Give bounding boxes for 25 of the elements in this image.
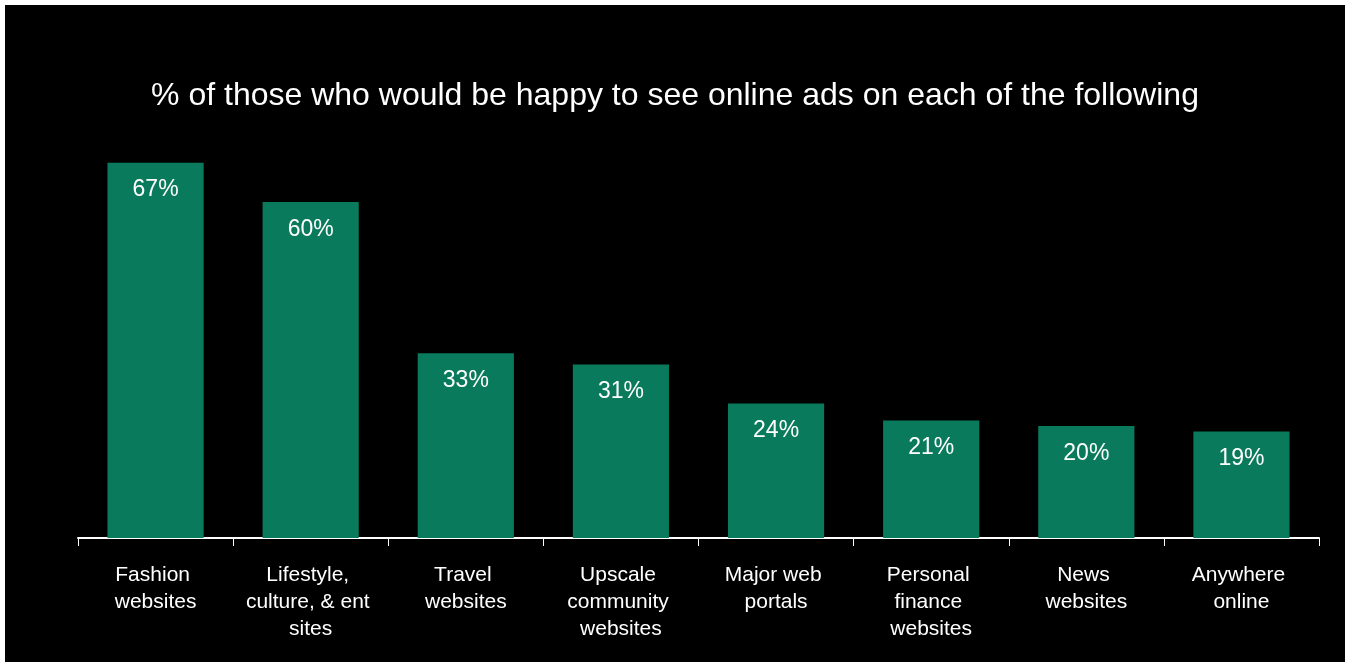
chart-title: % of those who would be happy to see online ads on each of the following bbox=[151, 76, 1199, 112]
x-tick-label: Personal finance websites bbox=[886, 562, 976, 639]
x-tick-label: Anywhere online bbox=[1191, 562, 1292, 612]
bar bbox=[1193, 431, 1290, 538]
data-label: 20% bbox=[1063, 438, 1110, 465]
x-tick-label: Travel websites bbox=[423, 562, 507, 612]
data-label: 24% bbox=[753, 416, 800, 443]
bar bbox=[883, 420, 980, 538]
bar bbox=[1038, 426, 1135, 538]
data-label: 31% bbox=[597, 376, 644, 403]
bar bbox=[262, 202, 359, 538]
x-tick-label: Fashion websites bbox=[113, 562, 197, 612]
data-label: 67% bbox=[132, 175, 179, 202]
data-label: 60% bbox=[287, 214, 334, 241]
bar bbox=[417, 353, 514, 538]
x-tick-label: Upscale community websites bbox=[567, 562, 675, 639]
data-label: 19% bbox=[1218, 444, 1265, 471]
data-label: 33% bbox=[442, 365, 489, 392]
x-tick-label: Major web portals bbox=[724, 562, 828, 612]
bar bbox=[572, 364, 670, 538]
bar bbox=[727, 403, 825, 538]
bar bbox=[107, 162, 204, 538]
x-tick-label: News websites bbox=[1044, 562, 1128, 612]
data-label: 21% bbox=[908, 432, 955, 459]
x-tick-label: Lifestyle, culture, & ent sites bbox=[245, 562, 376, 639]
